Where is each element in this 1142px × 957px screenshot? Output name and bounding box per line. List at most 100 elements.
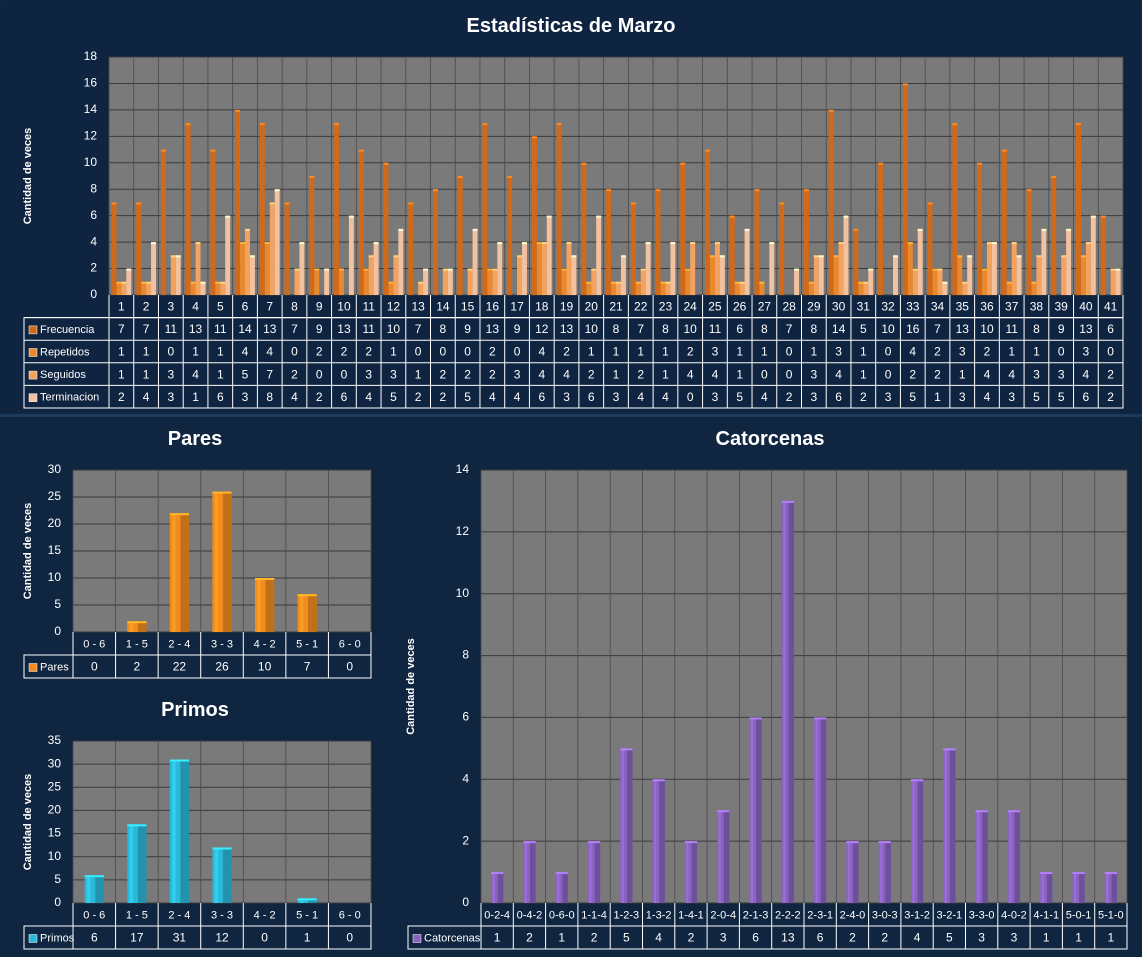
catorcenas-bar-highlight bbox=[589, 841, 592, 903]
main-data-label: 4 bbox=[984, 390, 991, 404]
main-bar-body bbox=[1090, 215, 1096, 295]
main-bar-top bbox=[902, 83, 908, 86]
main-bar-top bbox=[1110, 268, 1116, 271]
main-data-label: 4 bbox=[192, 367, 199, 381]
main-bar-body bbox=[259, 123, 265, 295]
primos-bar-body bbox=[297, 898, 317, 903]
main-data-label: 9 bbox=[1058, 322, 1065, 336]
main-category-label: 38 bbox=[1030, 299, 1044, 313]
main-bar-top bbox=[363, 268, 369, 271]
main-category-label: 31 bbox=[857, 299, 871, 313]
main-data-label: 0 bbox=[440, 345, 447, 359]
catorcenas-category-label: 3-0-3 bbox=[872, 909, 898, 921]
main-bar-top bbox=[838, 242, 844, 245]
main-bar-top bbox=[116, 281, 122, 284]
main-bar-body bbox=[1110, 268, 1116, 295]
main-data-label: 6 bbox=[1083, 390, 1090, 404]
catorcenas-bar-top bbox=[749, 717, 762, 720]
main-bar bbox=[467, 268, 473, 295]
main-bar bbox=[507, 176, 513, 295]
main-bar bbox=[111, 202, 117, 295]
catorcenas-bar-shade bbox=[853, 841, 859, 903]
main-bar-top bbox=[151, 242, 156, 245]
catorcenas-bar-top bbox=[491, 872, 504, 875]
main-bar bbox=[1100, 215, 1106, 295]
main-bar-top bbox=[645, 242, 651, 245]
primos-data-label: 0 bbox=[261, 931, 268, 945]
main-bar bbox=[808, 281, 814, 295]
primos-data-label: 6 bbox=[91, 931, 98, 945]
catorcenas-bar-highlight bbox=[1009, 810, 1012, 903]
main-data-label: 3 bbox=[712, 345, 719, 359]
main-data-label: 10 bbox=[585, 322, 599, 336]
main-bar bbox=[635, 281, 641, 295]
catorcenas-category-label: 1-2-3 bbox=[614, 909, 640, 921]
catorcenas-bar-highlight bbox=[492, 872, 495, 903]
catorcenas-bar-top bbox=[781, 500, 794, 503]
pares-bar-top bbox=[212, 491, 232, 494]
main-bar-top bbox=[457, 176, 463, 178]
main-bar-body bbox=[937, 268, 943, 295]
catorcenas-category-label: 2-3-1 bbox=[807, 909, 833, 921]
catorcenas-bar-top bbox=[587, 841, 601, 844]
main-data-label: 6 bbox=[341, 390, 348, 404]
main-bar-body bbox=[744, 228, 750, 295]
catorcenas-bar bbox=[749, 717, 762, 903]
main-bar bbox=[1016, 255, 1022, 295]
main-bar-top bbox=[828, 109, 834, 112]
main-data-label: 2 bbox=[909, 367, 916, 381]
main-bar-top bbox=[620, 255, 626, 258]
main-bar bbox=[492, 268, 498, 295]
panel-separator bbox=[0, 414, 1142, 417]
main-bar-body bbox=[531, 136, 537, 295]
main-bar bbox=[952, 123, 958, 295]
main-bar bbox=[185, 123, 191, 295]
main-bar-top bbox=[269, 202, 275, 205]
main-data-label: 0 bbox=[761, 367, 768, 381]
main-bar-body bbox=[170, 255, 176, 295]
main-bar-top bbox=[1100, 215, 1106, 218]
main-data-label: 0 bbox=[1058, 345, 1065, 359]
main-bar-body bbox=[1100, 215, 1106, 295]
pares-category-label: 1 - 5 bbox=[126, 638, 148, 650]
main-bar-body bbox=[388, 281, 394, 295]
main-data-label: 3 bbox=[811, 367, 818, 381]
primos-category-label: 4 - 2 bbox=[254, 909, 276, 921]
catorcenas-data-label: 2 bbox=[526, 931, 533, 945]
main-bar bbox=[779, 202, 785, 295]
main-bar bbox=[878, 162, 884, 295]
catorcenas-bar-top bbox=[975, 810, 988, 813]
main-bar bbox=[843, 215, 849, 295]
pares-category-label: 0 - 6 bbox=[83, 638, 105, 650]
main-category-label: 12 bbox=[387, 299, 401, 313]
main-data-label: 3 bbox=[959, 345, 966, 359]
main-data-label: 13 bbox=[263, 322, 277, 336]
main-bar-body bbox=[1036, 255, 1042, 295]
main-data-label: 4 bbox=[563, 367, 570, 381]
main-category-label: 6 bbox=[242, 299, 249, 313]
main-bar-top bbox=[324, 268, 330, 271]
main-bar-top bbox=[507, 176, 513, 178]
pares-bar-top bbox=[169, 513, 190, 516]
main-bar bbox=[868, 268, 874, 295]
main-data-label: 8 bbox=[811, 322, 818, 336]
main-bar-body bbox=[586, 281, 592, 295]
main-bar-body bbox=[967, 255, 973, 295]
main-bar bbox=[714, 242, 720, 295]
main-data-label: 14 bbox=[832, 322, 846, 336]
main-bar-top bbox=[546, 215, 552, 218]
main-bar bbox=[1090, 215, 1096, 295]
main-data-label: 3 bbox=[1058, 367, 1065, 381]
main-bar-body bbox=[729, 215, 735, 295]
primos-data-label: 12 bbox=[215, 931, 229, 945]
main-bar-top bbox=[294, 268, 300, 271]
main-bar-top bbox=[942, 281, 948, 284]
main-bar-body bbox=[418, 281, 424, 295]
main-bar-top bbox=[962, 281, 968, 284]
main-y-tick-label: 12 bbox=[84, 129, 98, 143]
primos-bar-highlight bbox=[172, 759, 176, 903]
main-bar-body bbox=[655, 189, 661, 295]
main-bar bbox=[986, 242, 992, 295]
catorcenas-data-label: 2 bbox=[688, 931, 695, 945]
main-bar-top bbox=[541, 242, 547, 245]
